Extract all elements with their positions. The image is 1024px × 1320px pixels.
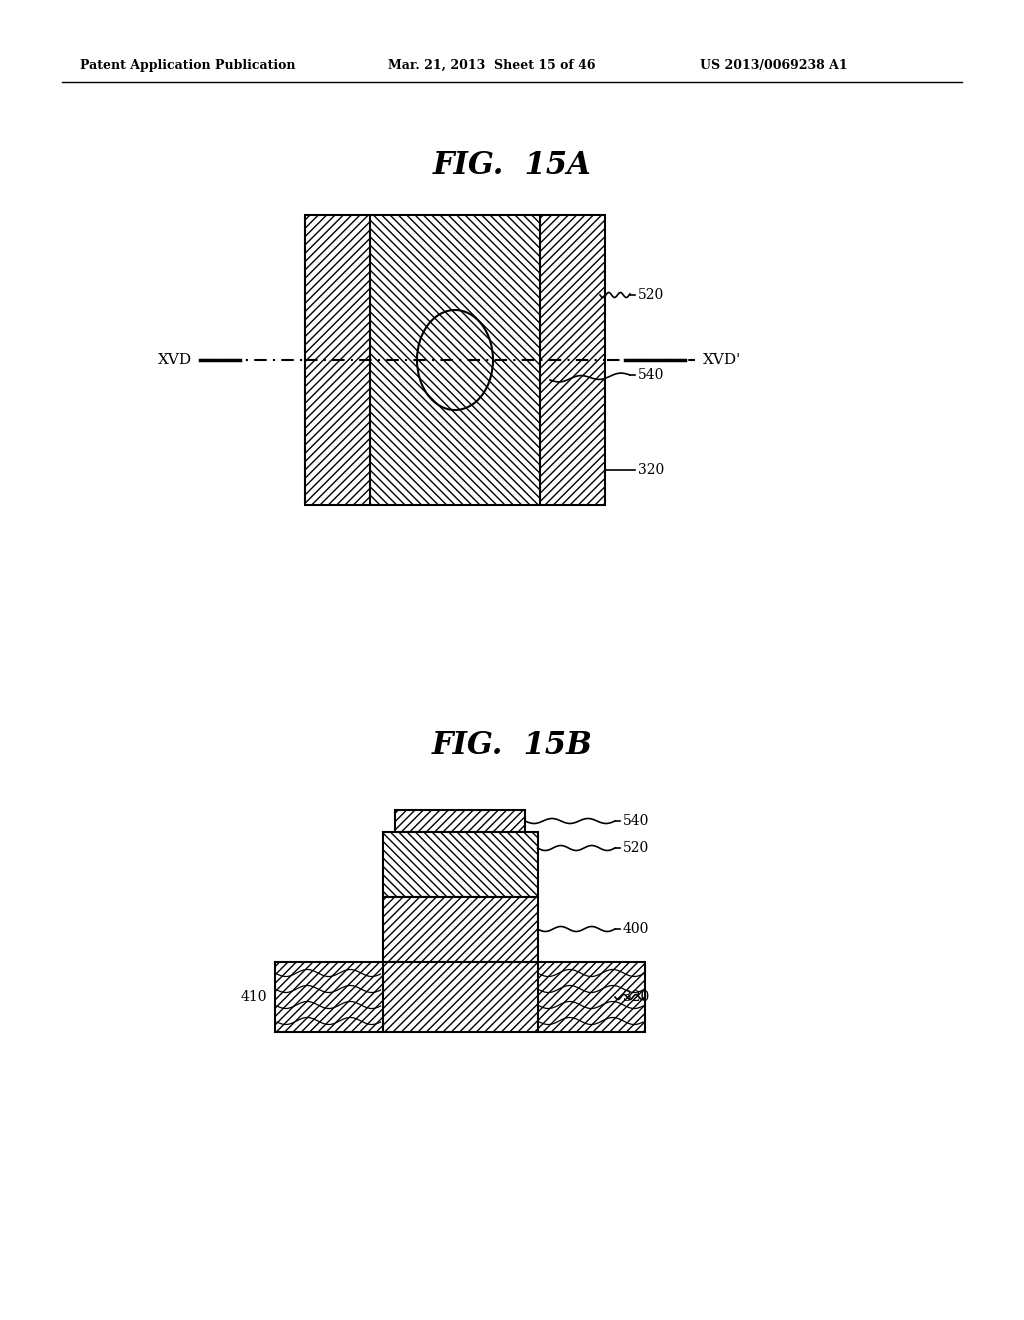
- Bar: [383, 832, 538, 898]
- Bar: [383, 898, 538, 962]
- Text: US 2013/0069238 A1: US 2013/0069238 A1: [700, 58, 848, 71]
- Bar: [370, 215, 540, 506]
- Text: 520: 520: [623, 841, 649, 855]
- Bar: [305, 215, 605, 506]
- Ellipse shape: [417, 310, 493, 411]
- Bar: [305, 215, 370, 506]
- Text: 520: 520: [638, 288, 665, 302]
- Text: 540: 540: [638, 368, 665, 381]
- Text: 540: 540: [623, 814, 649, 828]
- Text: 320: 320: [638, 463, 665, 477]
- Text: XVD: XVD: [158, 352, 193, 367]
- Bar: [540, 215, 605, 506]
- Text: Mar. 21, 2013  Sheet 15 of 46: Mar. 21, 2013 Sheet 15 of 46: [388, 58, 596, 71]
- Ellipse shape: [417, 310, 493, 411]
- Text: 400: 400: [623, 921, 649, 936]
- Bar: [395, 810, 525, 832]
- Bar: [275, 962, 645, 1032]
- Text: XVD': XVD': [703, 352, 741, 367]
- Text: 410: 410: [241, 990, 267, 1005]
- Text: 320: 320: [623, 990, 649, 1005]
- Text: FIG.  15A: FIG. 15A: [432, 149, 592, 181]
- Text: FIG.  15B: FIG. 15B: [431, 730, 593, 760]
- Text: Patent Application Publication: Patent Application Publication: [80, 58, 296, 71]
